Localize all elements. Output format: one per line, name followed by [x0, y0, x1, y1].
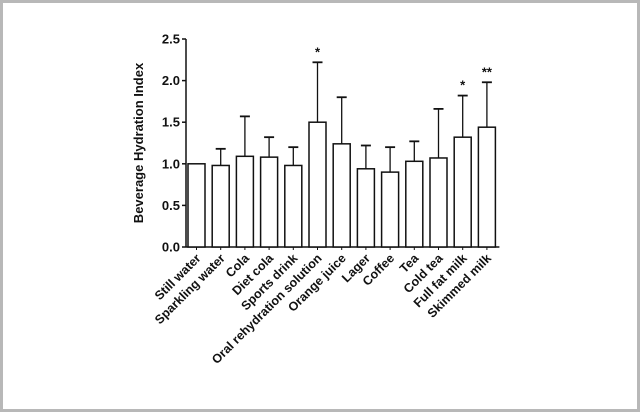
y-tick-label: 2.0 [162, 73, 180, 88]
y-tick-label: 0.5 [162, 198, 180, 213]
bar [308, 121, 327, 248]
y-tick-label: 0.0 [162, 240, 180, 255]
y-tick-label: 1.5 [162, 115, 180, 130]
bar [235, 155, 255, 248]
bar [259, 156, 279, 248]
bar [187, 163, 206, 248]
significance-marker: * [315, 44, 321, 59]
y-tick-label: 1.0 [162, 156, 180, 171]
bar [429, 157, 448, 248]
bar [453, 136, 472, 248]
bar [284, 164, 303, 248]
bar [380, 171, 400, 248]
bar [405, 160, 424, 248]
significance-marker: ** [482, 64, 493, 79]
y-tick-label: 2.5 [162, 32, 180, 47]
bar [356, 168, 376, 248]
bar [477, 126, 497, 248]
bar [332, 143, 351, 248]
bar [211, 164, 230, 248]
significance-marker: * [460, 78, 466, 93]
y-axis-label: Beverage Hydration Index [131, 62, 146, 223]
